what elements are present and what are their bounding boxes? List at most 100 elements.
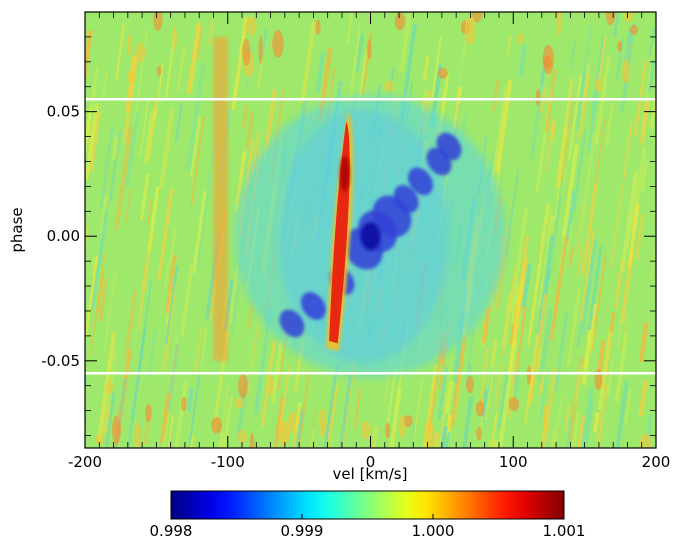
texture-streak [85, 102, 100, 180]
texture-streak [176, 46, 186, 91]
texture-streak [186, 22, 201, 95]
texture-streak [624, 389, 632, 426]
warm-patch [623, 12, 634, 23]
texture-streak [453, 86, 463, 129]
warm-patch [543, 404, 548, 435]
warm-patch [278, 420, 286, 447]
texture-streak [406, 380, 423, 448]
texture-streak [640, 158, 649, 193]
texture-streak [550, 120, 557, 141]
texture-streak [119, 416, 135, 448]
texture-streak [610, 381, 629, 448]
x-tick-label: 200 [642, 453, 671, 471]
texture-streak [286, 407, 302, 448]
texture-streak [186, 387, 194, 412]
texture-streak [587, 246, 603, 330]
warm-patch [384, 80, 395, 92]
texture-streak [90, 256, 97, 277]
texture-streak [550, 236, 568, 341]
axis-ticks [84, 12, 657, 448]
texture-streak [234, 150, 247, 212]
texture-streak [355, 33, 365, 72]
x-tick-label: 0 [366, 453, 376, 471]
texture-streak [620, 250, 635, 324]
texture-streak [96, 271, 105, 313]
texture-streak [147, 197, 153, 225]
heatmap-features [94, 12, 652, 448]
texture-streak [593, 384, 609, 448]
warm-patch [471, 12, 483, 23]
texture-streak [215, 396, 234, 448]
texture-streak [499, 382, 509, 435]
warm-patch [267, 377, 275, 396]
texture-streak [346, 12, 353, 44]
texture-streak [445, 380, 454, 414]
texture-streak [647, 58, 656, 93]
texture-streak [577, 73, 591, 138]
texture-streak [249, 446, 258, 448]
texture-streak [639, 100, 650, 144]
texture-streak [480, 348, 489, 396]
warm-patch [595, 78, 602, 93]
texture-streak [180, 265, 194, 337]
y-tick-label: -0.05 [41, 352, 80, 370]
texture-streak [593, 118, 606, 193]
texture-streak [555, 78, 575, 188]
texture-streak [596, 35, 607, 89]
texture-streak [430, 36, 442, 104]
texture-streak [547, 180, 564, 282]
texture-streak [453, 372, 463, 421]
texture-streak [333, 374, 353, 448]
texture-streak [454, 395, 474, 448]
texture-streak [481, 307, 491, 344]
warm-patch [318, 408, 327, 437]
texture-streak [450, 334, 467, 427]
texture-streak [566, 224, 573, 255]
texture-streak [505, 170, 519, 257]
warm-patch [94, 434, 104, 446]
warm-patch [238, 373, 248, 399]
texture-streak [186, 62, 206, 170]
texture-streak [474, 439, 492, 448]
warm-patch [361, 420, 371, 440]
texture-streak [539, 219, 547, 248]
texture-streak [564, 401, 571, 430]
texture-streak [507, 278, 525, 376]
texture-streak [319, 384, 339, 448]
texture-streak [188, 353, 204, 447]
warm-patch [517, 32, 525, 45]
heatmap [85, 12, 656, 448]
texture-streak [315, 51, 326, 94]
texture-streak [304, 430, 315, 448]
texture-streak [348, 27, 362, 103]
warm-patch [145, 403, 152, 423]
reference-lines [85, 97, 656, 375]
texture-streak [192, 190, 207, 274]
texture-streak [383, 387, 402, 448]
texture-streak [538, 309, 553, 383]
texture-streak [90, 209, 109, 311]
texture-streak [511, 257, 529, 350]
texture-streak [321, 362, 339, 448]
texture-streak [362, 426, 379, 448]
texture-streak [592, 411, 600, 433]
texture-streak [527, 246, 543, 346]
texture-streak [175, 103, 183, 142]
texture-streak [569, 39, 577, 70]
texture-streak [114, 22, 126, 82]
warm-patch [172, 25, 177, 51]
warm-patch [126, 34, 132, 56]
texture-streak [536, 347, 542, 371]
texture-streak [300, 21, 316, 104]
texture-streak [489, 86, 508, 194]
texture-streak [604, 103, 615, 147]
texture-streak [85, 226, 89, 269]
texture-streak [576, 243, 585, 278]
texture-streak [253, 309, 273, 414]
texture-streak [509, 305, 519, 346]
texture-streak [189, 117, 201, 178]
texture-streak [530, 57, 548, 160]
texture-streak [145, 108, 157, 162]
texture-streak [575, 204, 585, 256]
warm-patch [272, 29, 284, 58]
